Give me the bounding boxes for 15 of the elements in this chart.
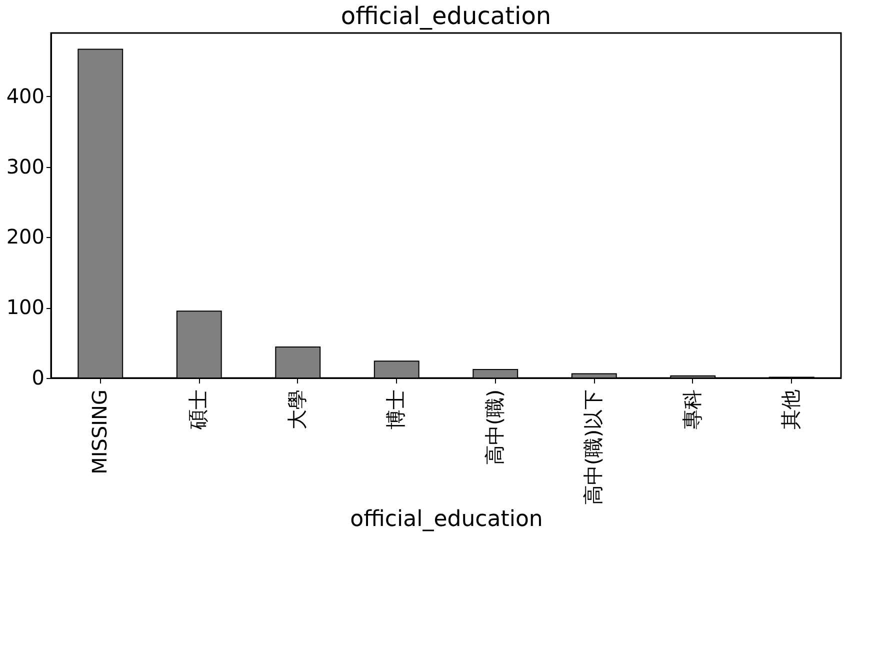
x-tick-label: 高中(職) [482,390,506,466]
x-tick-label: 大學 [284,390,309,430]
y-tick-label: 400 [6,84,44,108]
y-tick-label: 200 [6,224,44,249]
x-tick-label: 專科 [680,390,704,430]
x-tick-label: 高中(職)以下 [581,390,606,506]
x-tick-label: 其他 [778,390,803,430]
x-tick-label: 碩士 [186,390,210,430]
x-tick-label: MISSING [87,390,112,474]
y-tick-label: 100 [6,295,44,320]
y-tick-label: 300 [6,154,44,178]
chart-title: official_education [340,2,552,30]
x-axis-title: official_education [350,507,543,532]
y-tick-label: 0 [32,366,44,390]
x-tick-label: 博士 [384,390,408,430]
